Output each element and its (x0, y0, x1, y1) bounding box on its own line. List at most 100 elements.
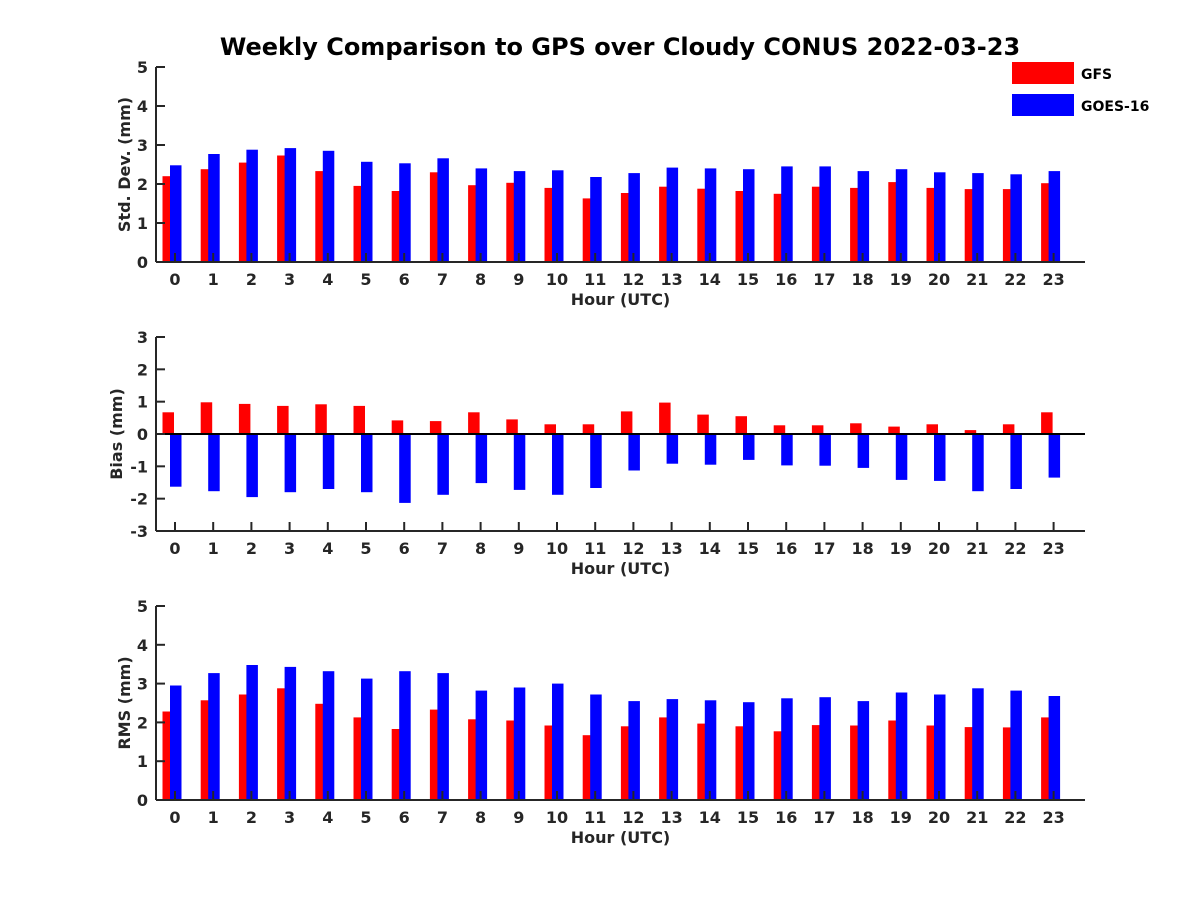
legend-label-goes16: GOES-16 (1081, 99, 1149, 115)
x-tick-label: 8 (475, 539, 486, 558)
bar-gfs-hour-12 (620, 193, 633, 262)
legend-swatch-goes16 (1012, 94, 1074, 116)
x-tick-label: 18 (851, 270, 873, 289)
x-tick-label: 7 (437, 270, 448, 289)
bar-gfs-hour-11 (582, 198, 595, 262)
x-tick-label: 9 (513, 808, 524, 827)
x-tick-label: 9 (513, 539, 524, 558)
x-tick-label: 16 (775, 539, 797, 558)
x-tick-label: 17 (813, 270, 835, 289)
x-tick-label: 23 (1042, 539, 1064, 558)
bar-gfs-hour-9 (506, 720, 518, 800)
y-tick-label: 2 (137, 713, 148, 732)
bar-gfs-hour-0 (162, 176, 174, 262)
x-tick-label: 22 (1004, 808, 1026, 827)
y-tick-label: 0 (137, 253, 148, 272)
x-tick-label: 10 (546, 539, 568, 558)
bar-goes16-hour-7 (437, 673, 449, 800)
x-tick-label: 4 (322, 539, 333, 558)
x-tick-label: 11 (584, 539, 606, 558)
bar-goes16-hour-0 (170, 434, 182, 487)
bar-goes16-hour-3 (284, 666, 297, 800)
bar-goes16-hour-13 (666, 434, 679, 464)
bar-goes16-hour-7 (437, 434, 449, 495)
bar-gfs-hour-20 (926, 187, 938, 262)
bar-goes16-hour-2 (246, 434, 258, 498)
y-tick-label: 2 (137, 175, 148, 194)
x-tick-label: 17 (813, 808, 835, 827)
x-tick-label: 12 (622, 270, 644, 289)
x-tick-label: 14 (699, 270, 721, 289)
x-tick-label: 11 (584, 808, 606, 827)
bar-gfs-hour-10 (544, 187, 556, 262)
x-tick-label: 2 (246, 270, 257, 289)
bar-goes16-hour-9 (513, 171, 526, 262)
bar-goes16-hour-5 (361, 434, 373, 493)
bar-gfs-hour-5 (353, 717, 365, 800)
x-tick-label: 17 (813, 539, 835, 558)
y-axis-label: Std. Dev. (mm) (115, 97, 134, 232)
bar-goes16-hour-6 (399, 434, 411, 503)
x-tick-label: 12 (622, 539, 644, 558)
bar-goes16-hour-23 (1048, 171, 1061, 262)
bar-gfs-hour-21 (964, 189, 977, 262)
x-tick-label: 20 (928, 270, 950, 289)
bar-goes16-hour-19 (895, 169, 908, 262)
x-tick-label: 23 (1042, 270, 1064, 289)
y-tick-label: -1 (130, 457, 148, 476)
x-tick-label: 15 (737, 539, 759, 558)
x-tick-label: 4 (322, 808, 333, 827)
bar-goes16-hour-17 (819, 166, 831, 262)
bar-goes16-hour-1 (208, 673, 220, 800)
x-tick-label: 22 (1004, 270, 1026, 289)
bar-gfs-hour-21 (964, 430, 977, 434)
y-tick-label: 1 (137, 214, 148, 233)
bar-gfs-hour-4 (315, 404, 327, 434)
x-tick-label: 15 (737, 808, 759, 827)
x-tick-label: 20 (928, 808, 950, 827)
x-tick-label: 11 (584, 270, 606, 289)
x-tick-label: 14 (699, 539, 721, 558)
bar-gfs-hour-6 (391, 729, 404, 800)
bar-goes16-hour-10 (552, 434, 564, 495)
x-tick-label: 8 (475, 270, 486, 289)
bar-goes16-hour-15 (743, 169, 755, 262)
x-tick-label: 22 (1004, 539, 1026, 558)
x-tick-label: 13 (660, 808, 682, 827)
bar-goes16-hour-8 (475, 168, 488, 262)
bar-goes16-hour-4 (322, 150, 335, 262)
y-tick-label: 1 (137, 752, 148, 771)
bar-gfs-hour-17 (811, 425, 824, 434)
bar-gfs-hour-7 (429, 172, 442, 262)
y-tick-label: 0 (137, 791, 148, 810)
bar-gfs-hour-0 (162, 412, 174, 434)
bar-gfs-hour-19 (888, 426, 900, 434)
bar-gfs-hour-14 (697, 723, 709, 800)
bar-goes16-hour-11 (590, 177, 602, 262)
bar-goes16-hour-23 (1048, 434, 1061, 478)
bar-gfs-hour-14 (697, 188, 709, 262)
y-tick-label: 3 (137, 136, 148, 155)
bar-gfs-hour-7 (429, 709, 442, 800)
bar-gfs-hour-9 (506, 182, 518, 262)
bar-gfs-hour-13 (659, 186, 671, 262)
bar-gfs-hour-1 (200, 169, 213, 262)
bar-gfs-hour-12 (620, 726, 633, 800)
bar-goes16-hour-5 (361, 161, 373, 262)
bar-gfs-hour-23 (1041, 717, 1053, 800)
bar-gfs-hour-2 (238, 403, 251, 434)
bar-goes16-hour-3 (284, 148, 297, 262)
y-tick-label: 5 (137, 58, 148, 77)
bar-gfs-hour-3 (277, 405, 289, 434)
bar-gfs-hour-22 (1002, 189, 1015, 262)
bar-goes16-hour-23 (1048, 696, 1061, 800)
x-tick-label: 7 (437, 539, 448, 558)
y-tick-label: 3 (137, 328, 148, 347)
x-tick-label: 21 (966, 808, 988, 827)
x-tick-label: 15 (737, 270, 759, 289)
x-tick-label: 5 (360, 808, 371, 827)
bar-goes16-hour-14 (704, 700, 717, 800)
bar-goes16-hour-21 (972, 688, 984, 800)
